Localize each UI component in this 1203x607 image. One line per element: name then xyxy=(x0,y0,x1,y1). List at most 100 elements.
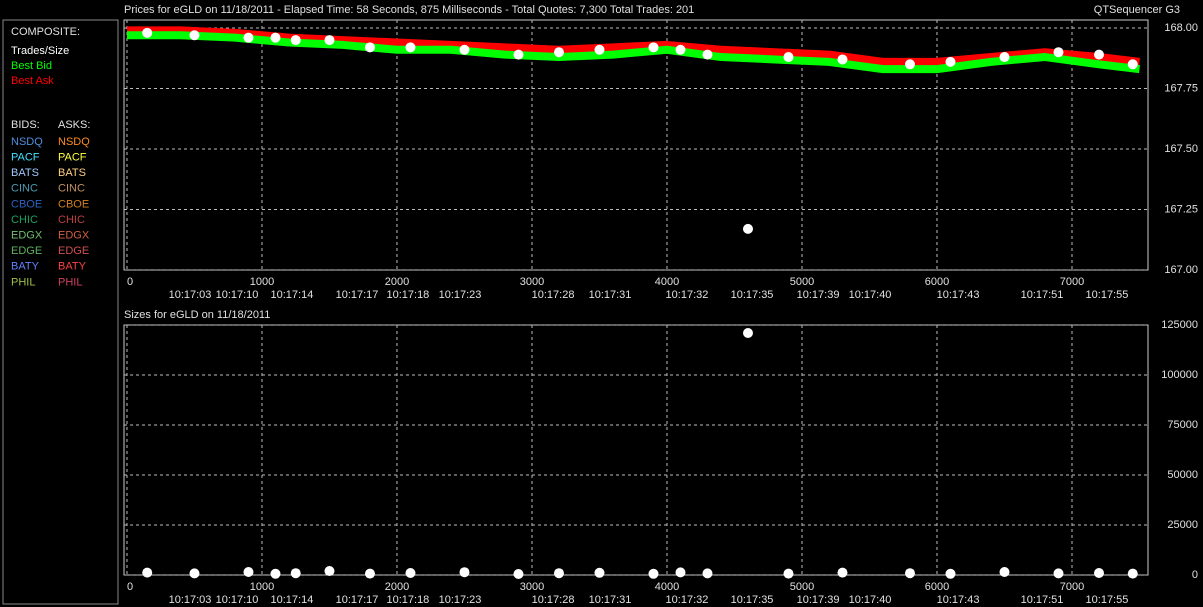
trade-point xyxy=(553,568,564,579)
trade-point xyxy=(904,59,915,70)
trade-point xyxy=(142,27,153,38)
trade-point xyxy=(648,42,659,53)
ask-exchange: EDGE xyxy=(58,245,89,257)
trade-point xyxy=(1053,568,1064,579)
legend: COMPOSITE: BIDS: ASKS: xyxy=(11,26,90,131)
bid-exchange: NSDQ xyxy=(11,136,43,148)
trade-point xyxy=(290,568,301,579)
time-tick-label: 10:17:10 xyxy=(216,289,259,301)
chart-title: Sizes for eGLD on 11/18/2011 xyxy=(124,309,270,321)
x-tick-label: 7000 xyxy=(1060,276,1084,288)
y-tick-label: 167.00 xyxy=(1164,264,1198,276)
bid-exchange: EDGX xyxy=(11,230,43,242)
trade-point xyxy=(1093,49,1104,60)
trade-point xyxy=(945,56,956,67)
trade-point xyxy=(189,30,200,41)
trade-point xyxy=(945,568,956,579)
y-tick-label: 100000 xyxy=(1161,369,1198,381)
ask-exchange: BATY xyxy=(58,261,87,273)
legend-title: BIDS: xyxy=(11,119,40,131)
x-tick-label: 2000 xyxy=(385,581,409,593)
bid-exchange: EDGE xyxy=(11,245,42,257)
x-tick-label: 3000 xyxy=(520,581,544,593)
trade-point xyxy=(364,568,375,579)
time-tick-label: 10:17:03 xyxy=(169,289,212,301)
time-tick-label: 10:17:40 xyxy=(849,594,892,606)
time-tick-label: 10:17:35 xyxy=(731,289,774,301)
x-tick-label: 0 xyxy=(127,276,133,288)
y-tick-label: 167.75 xyxy=(1164,82,1198,94)
bid-exchange: PACF xyxy=(11,152,40,164)
x-tick-label: 7000 xyxy=(1060,581,1084,593)
bid-exchange: BATY xyxy=(11,261,40,273)
x-tick-label: 2000 xyxy=(385,276,409,288)
trade-point xyxy=(405,568,416,578)
x-tick-label: 4000 xyxy=(655,581,679,593)
time-tick-label: 10:17:35 xyxy=(731,594,774,606)
trade-point xyxy=(837,567,848,578)
y-tick-label: 25000 xyxy=(1167,519,1198,531)
trade-point xyxy=(1053,47,1064,58)
time-tick-label: 10:17:14 xyxy=(271,594,314,606)
time-tick-label: 10:17:31 xyxy=(589,594,632,606)
trade-point xyxy=(243,32,254,43)
bid-exchange: BATS xyxy=(11,167,39,179)
bid-exchange: CHIC xyxy=(11,214,38,226)
trade-point xyxy=(270,568,281,579)
trade-point xyxy=(783,568,794,579)
legend-title: ASKS: xyxy=(58,119,90,131)
time-tick-label: 10:17:43 xyxy=(937,594,980,606)
time-tick-label: 10:17:28 xyxy=(532,594,575,606)
time-tick-label: 10:17:31 xyxy=(589,289,632,301)
trade-point xyxy=(364,42,375,53)
ask-exchange: NSDQ xyxy=(58,136,90,148)
time-tick-label: 10:17:18 xyxy=(386,594,429,606)
legend-entry: Best Ask xyxy=(11,75,54,87)
ask-exchange: EDGX xyxy=(58,230,90,242)
trade-point xyxy=(1127,568,1138,579)
trade-point xyxy=(270,32,281,43)
ask-exchange: CBOE xyxy=(58,198,89,210)
time-tick-label: 10:17:32 xyxy=(666,289,709,301)
trade-point xyxy=(742,223,753,234)
y-tick-label: 0 xyxy=(1192,569,1198,581)
ask-exchange: PACF xyxy=(58,152,87,164)
time-tick-label: 10:17:28 xyxy=(532,289,575,301)
trade-point xyxy=(1093,568,1104,578)
time-tick-label: 10:17:40 xyxy=(849,289,892,301)
legend-title: COMPOSITE: xyxy=(11,26,80,38)
x-tick-label: 5000 xyxy=(790,581,814,593)
trade-point xyxy=(648,568,659,579)
trade-point xyxy=(324,35,335,46)
trade-point xyxy=(459,567,470,578)
time-tick-label: 10:17:55 xyxy=(1086,594,1129,606)
trade-point xyxy=(999,52,1010,63)
time-tick-label: 10:17:51 xyxy=(1021,594,1064,606)
trade-point xyxy=(513,49,524,60)
time-tick-label: 10:17:17 xyxy=(336,289,379,301)
ask-exchange: BATS xyxy=(58,167,86,179)
bid-exchange: CBOE xyxy=(11,198,42,210)
bid-exchange: PHIL xyxy=(11,276,35,288)
time-tick-label: 10:17:18 xyxy=(386,289,429,301)
x-tick-label: 1000 xyxy=(250,581,274,593)
trade-point xyxy=(594,567,605,578)
trade-point xyxy=(142,567,153,578)
time-tick-label: 10:17:39 xyxy=(797,289,840,301)
time-tick-label: 10:17:32 xyxy=(666,594,709,606)
trade-point xyxy=(189,568,200,579)
x-tick-label: 0 xyxy=(127,581,133,593)
plot-area xyxy=(123,324,1149,576)
ask-exchange: PHIL xyxy=(58,276,82,288)
trade-point xyxy=(459,44,470,55)
time-tick-label: 10:17:23 xyxy=(439,594,482,606)
y-tick-label: 168.00 xyxy=(1164,22,1198,34)
trade-point xyxy=(553,47,564,58)
trade-point xyxy=(405,42,416,53)
time-tick-label: 10:17:03 xyxy=(169,594,212,606)
bid-exchange: CINC xyxy=(11,183,38,195)
trade-point xyxy=(702,568,713,579)
time-tick-label: 10:17:51 xyxy=(1021,289,1064,301)
chart-title: Prices for eGLD on 11/18/2011 - Elapsed … xyxy=(124,4,694,16)
